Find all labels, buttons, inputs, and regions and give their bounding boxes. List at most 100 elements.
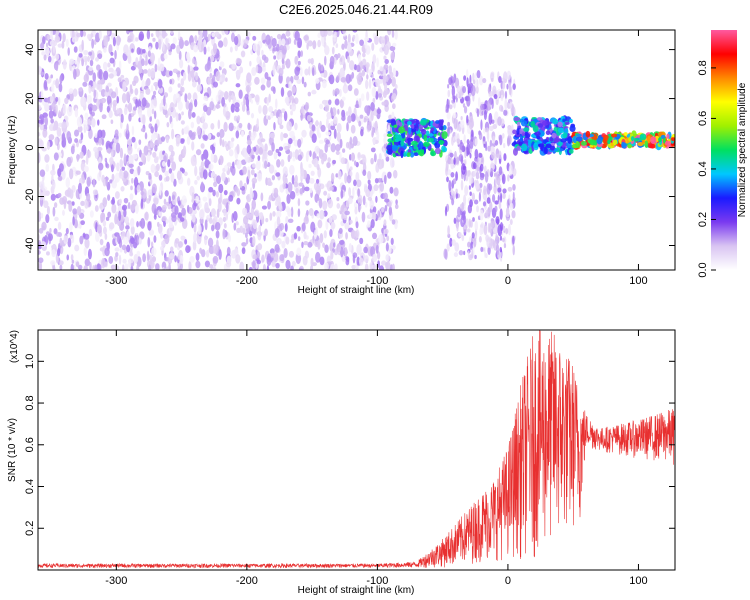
- heatmap-cell: [257, 155, 261, 161]
- heatmap-cell: [336, 123, 342, 133]
- heatmap-cell: [211, 171, 216, 178]
- heatmap-cell: [191, 57, 195, 64]
- heatmap-cell: [174, 238, 180, 244]
- heatmap-cell: [218, 183, 224, 194]
- heatmap-cell: [211, 224, 215, 232]
- heatmap-cell: [336, 131, 341, 142]
- heatmap-cell: [93, 146, 98, 153]
- heatmap-cell: [498, 75, 502, 84]
- heatmap-cell: [495, 233, 499, 241]
- heatmap-cell: [100, 212, 106, 222]
- x-tick-label: 0: [505, 275, 511, 287]
- heatmap-cell: [493, 184, 497, 195]
- heatmap-cell: [162, 266, 165, 270]
- heatmap-cell: [511, 210, 516, 219]
- heatmap-cell: [96, 64, 101, 71]
- heatmap-cell: [68, 201, 73, 212]
- heatmap-cell: [281, 108, 286, 114]
- heatmap-cell: [366, 121, 372, 131]
- heatmap-cell: [205, 249, 210, 258]
- heatmap-cell: [38, 261, 43, 270]
- heatmap-cell: [348, 243, 352, 253]
- heatmap-cell: [127, 201, 131, 210]
- heatmap-cell: [451, 85, 456, 98]
- heatmap-cell: [241, 130, 245, 138]
- x-tick-label: 100: [629, 275, 647, 287]
- heatmap-cell: [176, 44, 181, 54]
- heatmap-cell: [268, 164, 275, 174]
- heatmap-cell: [355, 171, 360, 182]
- heatmap-cell: [452, 112, 457, 119]
- heatmap-cell: [187, 72, 192, 82]
- heatmap-cell: [125, 91, 130, 103]
- heatmap-cell: [285, 30, 291, 37]
- heatmap-cell: [114, 247, 120, 252]
- heatmap-cell: [146, 30, 151, 40]
- heatmap-cell: [329, 186, 334, 191]
- heatmap-cell: [197, 202, 203, 208]
- heatmap-cell: [222, 216, 227, 223]
- heatmap-cell: [347, 42, 352, 53]
- heatmap-cell: [326, 161, 331, 169]
- heatmap-cell: [141, 97, 147, 107]
- heatmap-cell: [87, 248, 92, 260]
- heatmap-cell: [264, 160, 268, 169]
- heatmap-cell: [285, 58, 291, 69]
- heatmap-cell: [512, 83, 516, 90]
- heatmap-cell: [210, 208, 216, 217]
- heatmap-cell: [324, 105, 330, 112]
- heatmap-cell: [358, 97, 362, 109]
- heatmap-cell: [127, 145, 133, 155]
- heatmap-cell: [140, 198, 144, 210]
- heatmap-cell: [45, 214, 50, 224]
- heatmap-cell: [131, 48, 134, 53]
- heatmap-cell: [330, 172, 335, 182]
- heatmap-cell: [291, 260, 296, 267]
- heatmap-cell: [136, 221, 139, 228]
- heatmap-cell: [336, 243, 342, 253]
- heatmap-cell: [153, 235, 157, 243]
- heatmap-cell: [366, 91, 370, 101]
- heatmap-cell: [287, 182, 293, 193]
- heatmap-cell: [281, 63, 285, 70]
- heatmap-cell: [160, 136, 166, 142]
- heatmap-cell: [131, 199, 137, 207]
- heatmap-cell: [479, 174, 485, 181]
- heatmap-cell: [336, 203, 341, 209]
- heatmap-cell: [562, 132, 568, 139]
- heatmap-cell: [503, 243, 507, 249]
- heatmap-cell: [391, 30, 395, 38]
- heatmap-cell: [202, 196, 208, 202]
- heatmap-cell: [49, 227, 52, 234]
- heatmap-cell: [212, 43, 218, 54]
- heatmap-cell: [499, 235, 503, 241]
- heatmap-cell: [202, 169, 208, 180]
- heatmap-cell: [51, 174, 54, 182]
- heatmap-cell: [70, 263, 74, 270]
- heatmap-cell: [449, 237, 453, 248]
- heatmap-cell: [280, 159, 285, 167]
- heatmap-cell: [461, 212, 466, 221]
- heatmap-cell: [102, 226, 107, 235]
- heatmap-cell: [120, 186, 125, 192]
- heatmap-cell: [480, 246, 484, 253]
- heatmap-cell: [144, 132, 148, 140]
- heatmap-cell: [336, 196, 340, 202]
- heatmap-cell: [386, 144, 393, 151]
- heatmap-cell: [450, 159, 455, 165]
- heatmap-cell: [209, 101, 215, 111]
- heatmap-cell: [213, 142, 216, 147]
- heatmap-cell: [301, 241, 304, 249]
- heatmap-cell: [75, 261, 80, 268]
- heatmap-cell: [503, 153, 507, 162]
- y-tick-label: 0.2: [24, 521, 36, 536]
- heatmap-cell: [208, 198, 212, 207]
- heatmap-cell: [452, 76, 456, 81]
- heatmap-cell: [128, 113, 132, 122]
- heatmap-cell: [252, 254, 258, 260]
- heatmap-cell: [560, 138, 567, 143]
- heatmap-cell: [62, 209, 65, 216]
- heatmap-cell: [352, 254, 356, 264]
- heatmap-cell: [124, 216, 130, 224]
- heatmap-cell: [84, 238, 90, 249]
